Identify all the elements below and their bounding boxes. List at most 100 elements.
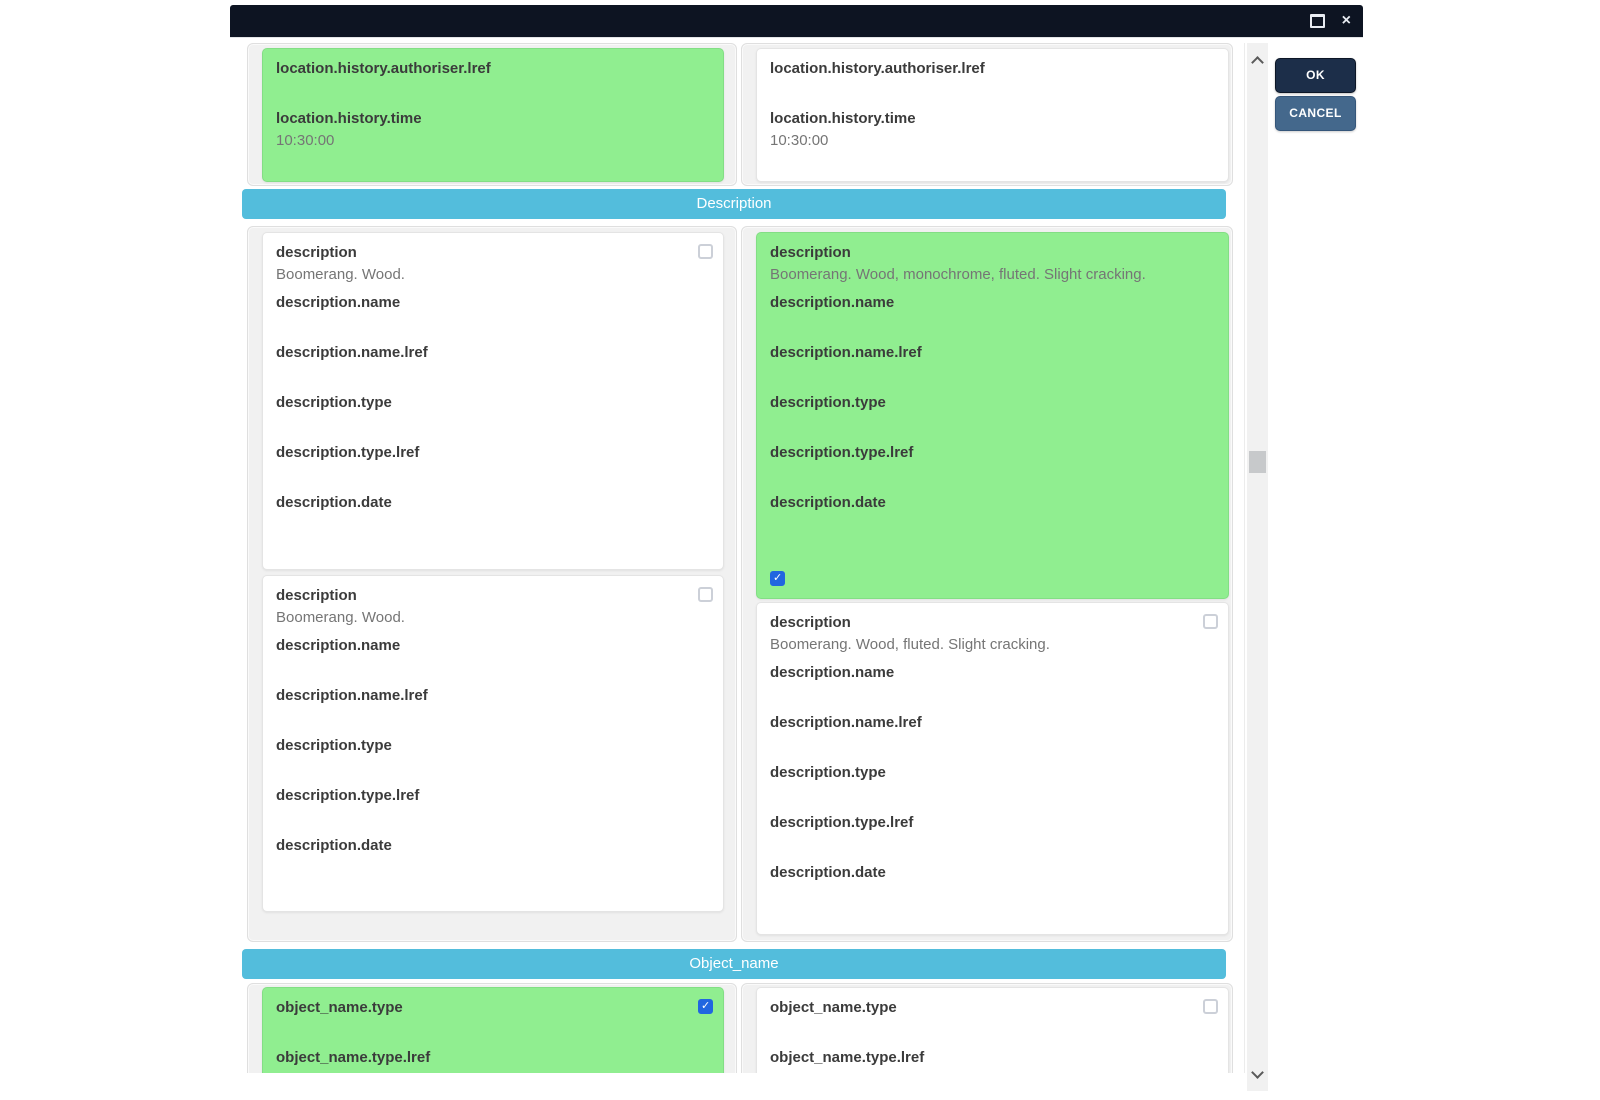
field-value: [276, 807, 711, 828]
field-value: [276, 414, 711, 435]
cancel-button[interactable]: CANCEL: [1275, 96, 1356, 131]
field-label: description.name: [770, 664, 895, 681]
field-label: location.history.authoriser.lref: [276, 60, 491, 77]
field-value: [770, 784, 1216, 805]
field-label: description: [276, 587, 357, 604]
location-left-column: location.history.authoriser.lref locatio…: [247, 43, 737, 186]
location-right-column: location.history.authoriser.lref locatio…: [741, 43, 1233, 186]
field-value: Boomerang. Wood, fluted. Slight cracking…: [770, 636, 1050, 653]
field-label: description.name.lref: [770, 344, 922, 361]
field-label: description.date: [770, 494, 886, 511]
field-label: object_name.type.lref: [770, 1049, 925, 1066]
object-name-left-column: object_name.type object_name.type.lref: [247, 983, 737, 1073]
field-label: location.history.time: [770, 110, 916, 127]
field-label: object_name.type.lref: [276, 1049, 431, 1066]
window-controls: ×: [1309, 5, 1351, 37]
field-row: description Boomerang. Wood.: [276, 241, 711, 285]
chevron-down-icon: [1251, 1065, 1264, 1079]
field-label: description.name.lref: [770, 714, 922, 731]
record-card-description-right-2[interactable]: description Boomerang. Wood, fluted. Sli…: [756, 602, 1229, 935]
description-left-column: description Boomerang. Wood. description…: [247, 226, 737, 942]
record-card-object-name-right[interactable]: object_name.type object_name.type.lref: [756, 987, 1229, 1073]
field-value: 10:30:00: [770, 132, 829, 149]
field-row: description.type: [770, 761, 1216, 805]
field-row: object_name.type.lref: [276, 1046, 711, 1073]
select-record-checkbox[interactable]: [770, 571, 785, 586]
section-header-object-name: Object_name: [242, 949, 1226, 979]
select-record-checkbox[interactable]: [698, 999, 713, 1014]
field-row: description Boomerang. Wood.: [276, 584, 711, 628]
scrollbar-thumb[interactable]: [1249, 451, 1266, 473]
field-row: object_name.type: [276, 996, 711, 1040]
field-row: description.type.lref: [770, 811, 1216, 855]
record-card-description-left-1[interactable]: description Boomerang. Wood. description…: [262, 232, 724, 570]
field-label: description.name: [770, 294, 895, 311]
field-label: description.date: [276, 837, 392, 854]
field-row: description.type: [770, 391, 1216, 435]
field-value: [770, 514, 1216, 535]
field-value: [276, 364, 711, 385]
field-value: [770, 314, 1216, 335]
field-label: object_name.type: [770, 999, 897, 1016]
select-record-checkbox[interactable]: [1203, 999, 1218, 1014]
vertical-scrollbar[interactable]: [1247, 43, 1268, 1091]
field-label: description.type.lref: [770, 444, 914, 461]
field-row: description.type: [276, 734, 711, 778]
field-label: description: [276, 244, 357, 261]
field-row: description.name.lref: [770, 341, 1216, 385]
field-value: [276, 857, 711, 878]
field-value: [770, 734, 1216, 755]
field-value: [276, 464, 711, 485]
field-row: description Boomerang. Wood, monochrome,…: [770, 241, 1216, 285]
field-value: [770, 1069, 1216, 1073]
field-row: description.type.lref: [276, 441, 711, 485]
field-row: description.type.lref: [770, 441, 1216, 485]
field-label: description.type.lref: [276, 787, 420, 804]
field-label: description.name: [276, 637, 401, 654]
field-label: description.name: [276, 294, 401, 311]
ok-button[interactable]: OK: [1275, 58, 1356, 93]
field-row: object_name.type: [770, 996, 1216, 1040]
merge-fields-scroll-area: location.history.authoriser.lref locatio…: [238, 43, 1245, 1073]
field-row: description.date: [770, 861, 1216, 905]
field-row: description.name.lref: [770, 711, 1216, 755]
field-label: description.type.lref: [770, 814, 914, 831]
object-name-right-column: object_name.type object_name.type.lref: [741, 983, 1233, 1073]
field-row: description.type: [276, 391, 711, 435]
dialog-titlebar[interactable]: ×: [230, 5, 1363, 37]
select-record-checkbox[interactable]: [698, 587, 713, 602]
field-value: [770, 364, 1216, 385]
field-label: object_name.type: [276, 999, 403, 1016]
field-label: description: [770, 614, 851, 631]
field-value: [276, 514, 711, 535]
field-value: [770, 414, 1216, 435]
field-label: description.type: [770, 394, 886, 411]
field-value: [770, 80, 1216, 101]
field-row: location.history.authoriser.lref: [276, 57, 711, 101]
record-card-description-right-1[interactable]: description Boomerang. Wood, monochrome,…: [756, 232, 1229, 599]
record-card-description-left-2[interactable]: description Boomerang. Wood. description…: [262, 575, 724, 912]
field-value: [276, 80, 711, 101]
field-value: [276, 1069, 711, 1073]
field-label: description.type.lref: [276, 444, 420, 461]
field-value: [276, 1019, 711, 1040]
scroll-up-button[interactable]: [1247, 49, 1268, 71]
field-row: location.history.authoriser.lref: [770, 57, 1216, 101]
field-row: description.name: [770, 291, 1216, 335]
record-card-object-name-left[interactable]: object_name.type object_name.type.lref: [262, 987, 724, 1073]
maximize-icon[interactable]: [1309, 14, 1325, 28]
field-label: description: [770, 244, 851, 261]
select-record-checkbox[interactable]: [1203, 614, 1218, 629]
field-value: [276, 657, 711, 678]
close-icon[interactable]: ×: [1341, 12, 1351, 29]
select-record-checkbox[interactable]: [698, 244, 713, 259]
record-card-location-right[interactable]: location.history.authoriser.lref locatio…: [756, 48, 1229, 182]
field-row: description.date: [276, 491, 711, 535]
scroll-down-button[interactable]: [1247, 1063, 1268, 1085]
field-label: description.name.lref: [276, 687, 428, 704]
field-value: Boomerang. Wood.: [276, 266, 405, 283]
field-label: location.history.time: [276, 110, 422, 127]
field-row: description.type.lref: [276, 784, 711, 828]
field-row: location.history.time 10:30:00: [276, 107, 711, 151]
record-card-location-left[interactable]: location.history.authoriser.lref locatio…: [262, 48, 724, 182]
